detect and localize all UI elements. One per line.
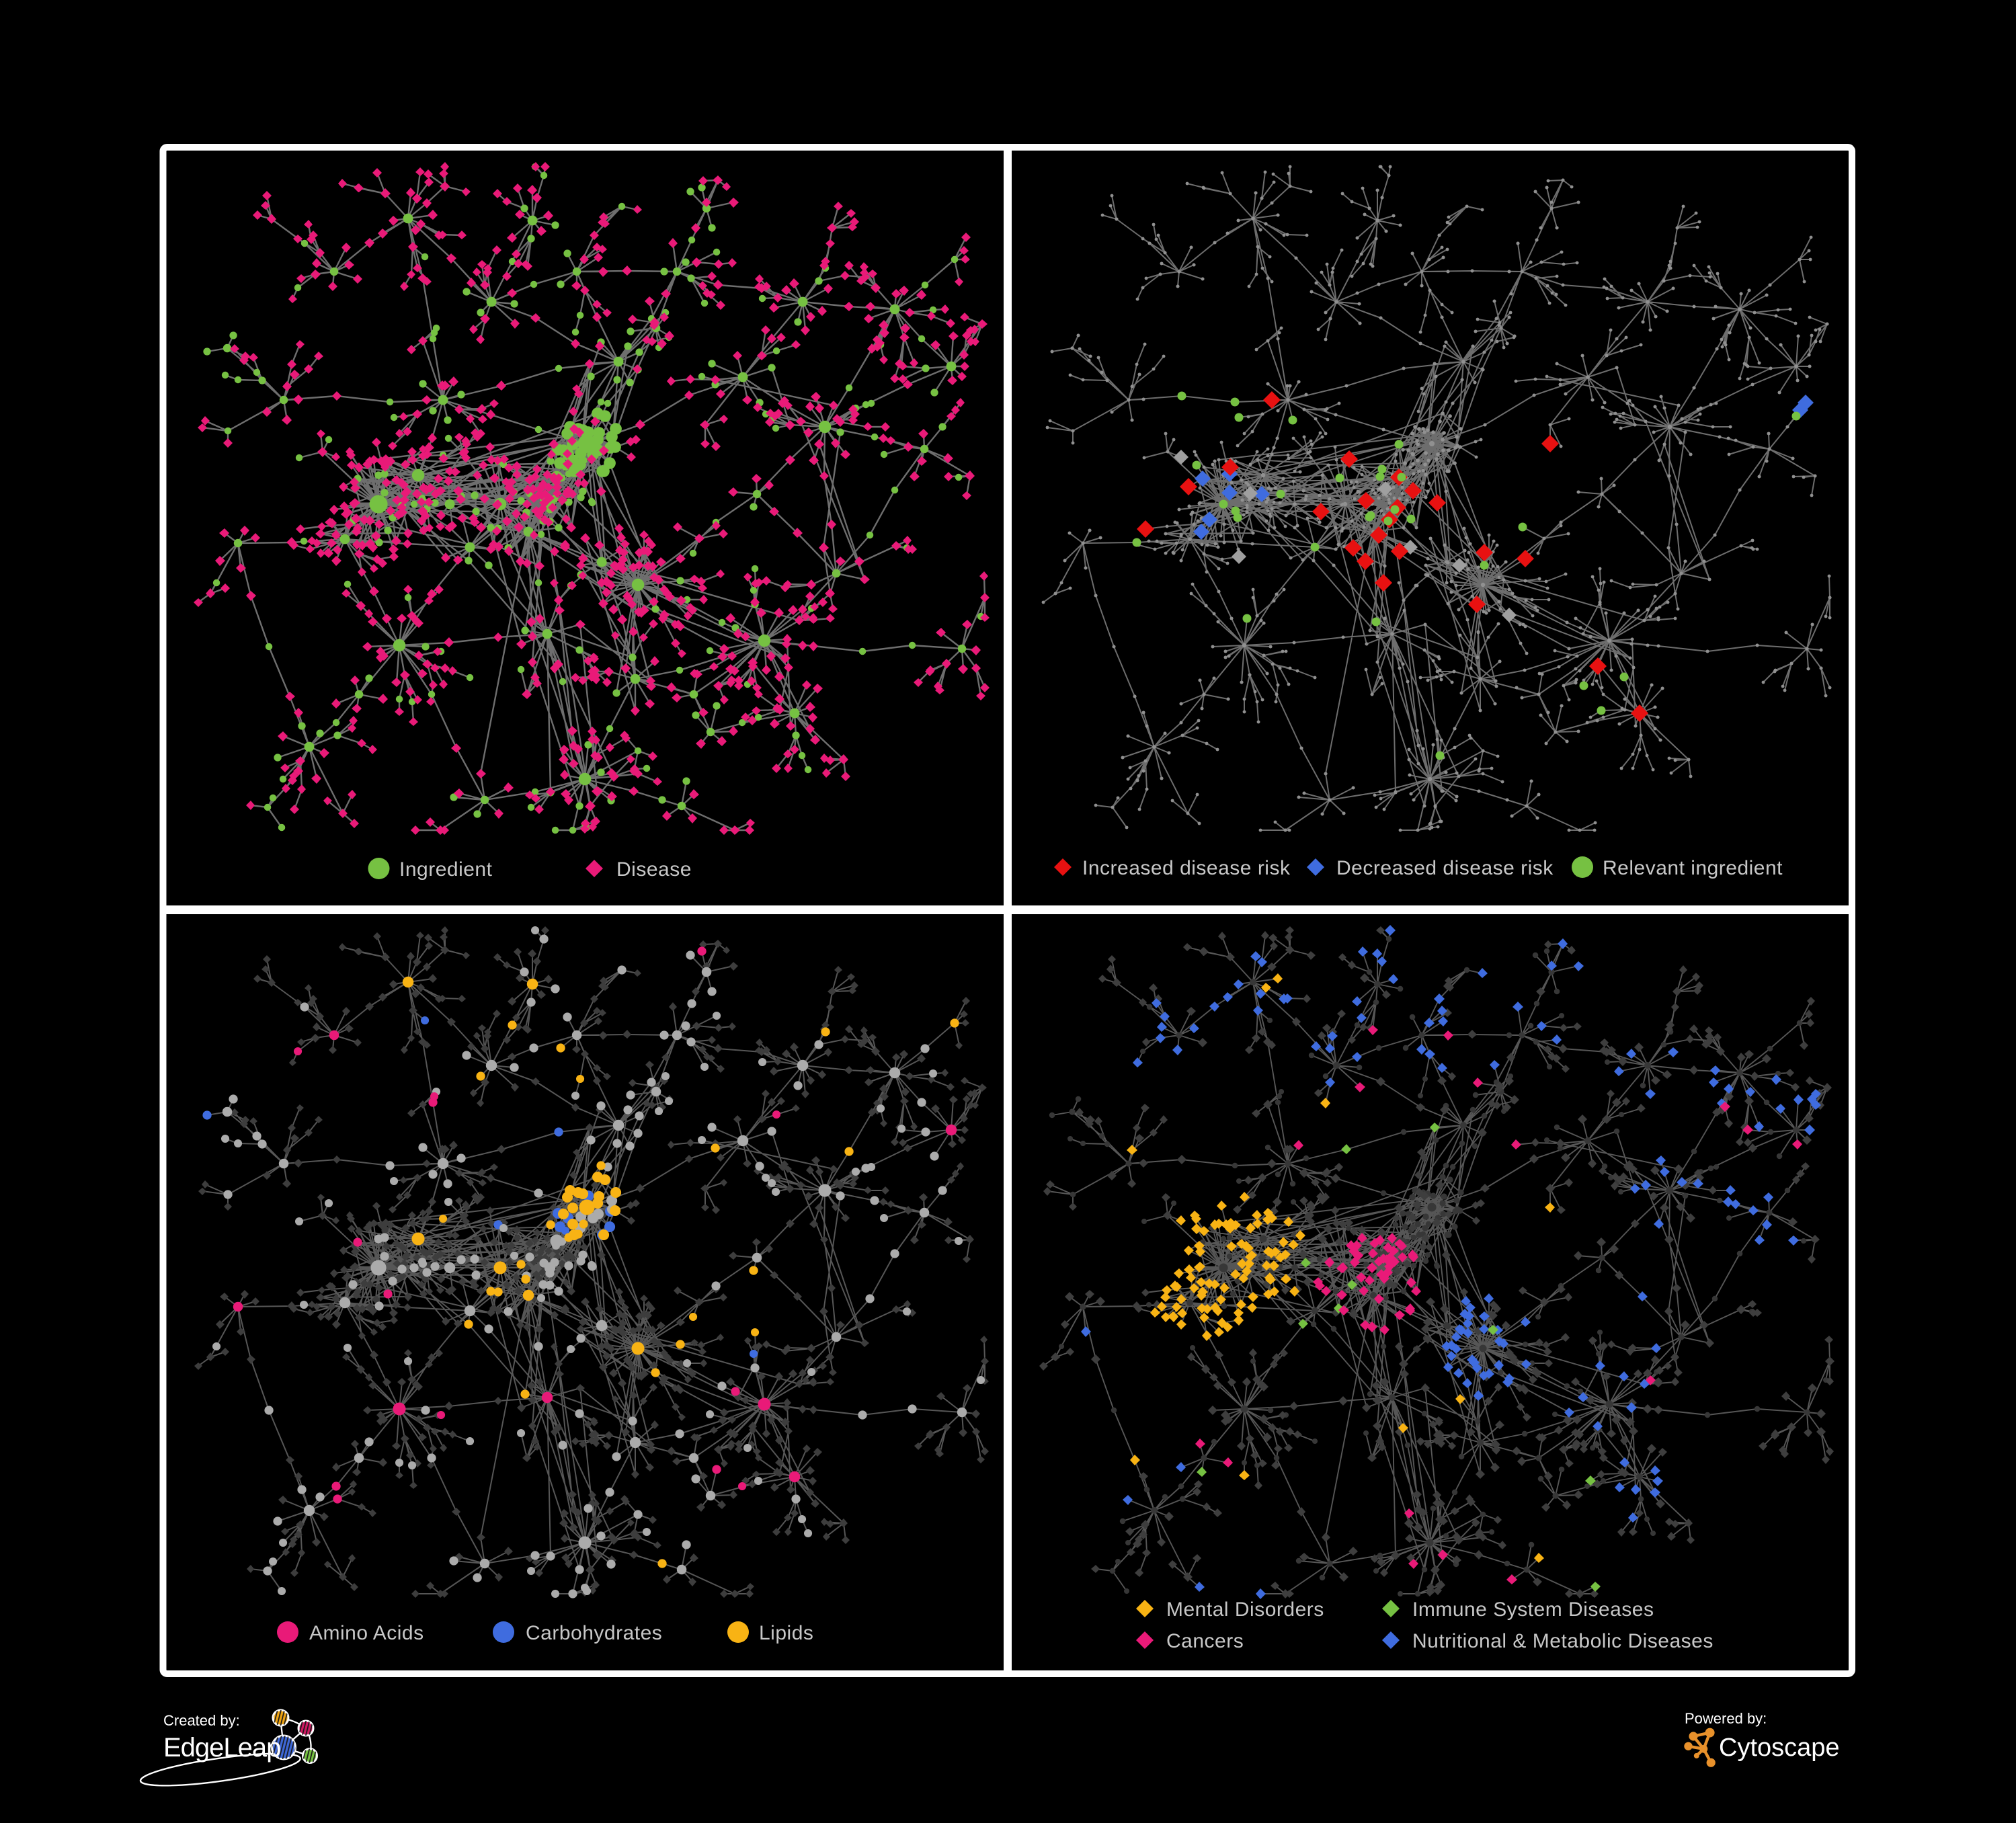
svg-text:Decreased disease risk: Decreased disease risk	[1336, 857, 1554, 879]
svg-text:Cytoscape: Cytoscape	[1719, 1734, 1840, 1762]
svg-text:EdgeLeap: EdgeLeap	[163, 1733, 280, 1763]
svg-text:Disease: Disease	[616, 858, 692, 881]
svg-text:Carbohydrates: Carbohydrates	[526, 1622, 662, 1644]
svg-text:Immune System Diseases: Immune System Diseases	[1412, 1598, 1654, 1621]
svg-text:Created by:: Created by:	[163, 1712, 240, 1729]
svg-text:Ingredient: Ingredient	[399, 858, 493, 881]
svg-text:Relevant ingredient: Relevant ingredient	[1603, 857, 1783, 879]
svg-text:Mental Disorders: Mental Disorders	[1166, 1598, 1324, 1621]
svg-text:Lipids: Lipids	[759, 1622, 813, 1644]
svg-text:Amino Acids: Amino Acids	[309, 1622, 424, 1644]
svg-text:Increased disease risk: Increased disease risk	[1082, 857, 1291, 879]
svg-text:Powered by:: Powered by:	[1685, 1710, 1767, 1727]
svg-text:Cancers: Cancers	[1166, 1630, 1244, 1652]
svg-text:Nutritional & Metabolic Diseas: Nutritional & Metabolic Diseases	[1412, 1630, 1713, 1652]
